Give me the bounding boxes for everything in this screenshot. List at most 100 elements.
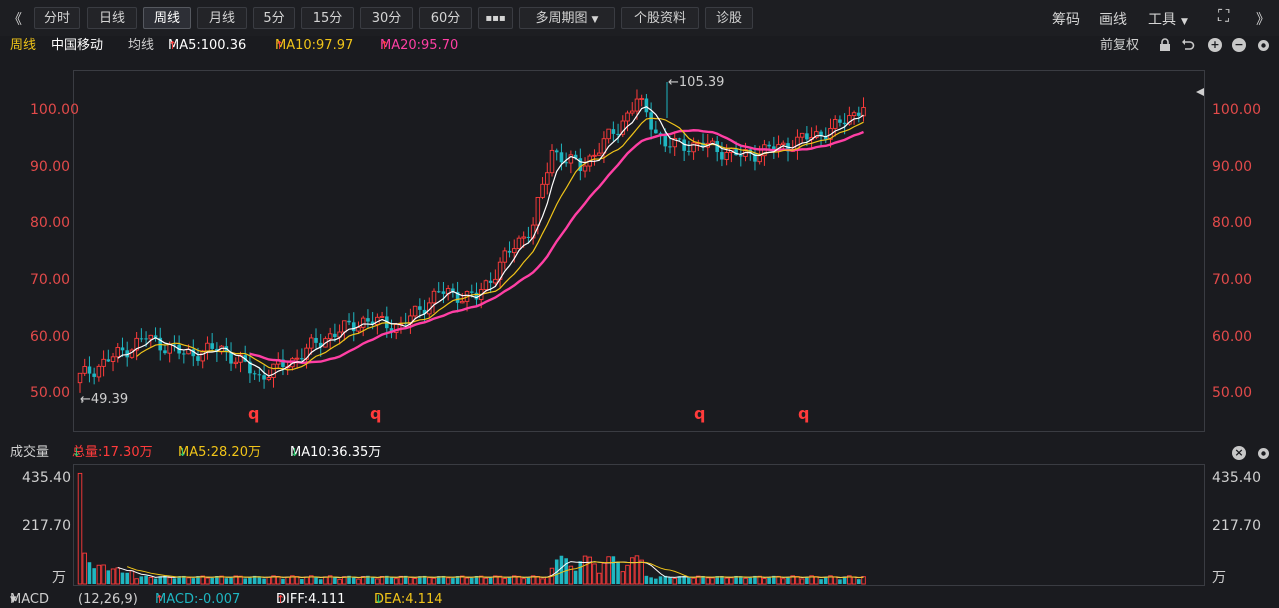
collapse-icon[interactable]: 《: [8, 12, 22, 28]
diagnosis-button[interactable]: 诊股: [705, 7, 753, 29]
candle-body: [832, 119, 838, 129]
candle-body: [233, 361, 239, 365]
price-axis-left-label: 80.00: [30, 215, 71, 231]
candle-body: [672, 138, 677, 148]
candle-body: [238, 354, 243, 363]
volume-bar: [530, 575, 536, 585]
candle-body: [814, 131, 819, 138]
candle-body: [120, 347, 125, 351]
candle-body: [304, 347, 309, 360]
q-marker[interactable]: q: [248, 404, 260, 423]
tab-15min[interactable]: 15分: [301, 7, 354, 29]
tab-weekly[interactable]: 周线: [143, 7, 191, 29]
volume-bar: [436, 576, 441, 584]
q-marker[interactable]: q: [798, 404, 810, 423]
candle-body: [469, 291, 474, 293]
ma-label[interactable]: 均线: [128, 38, 155, 53]
arrow-up-icon: ↑: [380, 39, 390, 52]
settings-icon[interactable]: [1256, 446, 1271, 461]
tab-30min[interactable]: 30分: [360, 7, 413, 29]
tab-daily[interactable]: 日线: [87, 7, 137, 29]
volume-bar: [379, 576, 385, 585]
candle-body: [767, 144, 771, 147]
candle-body: [77, 372, 83, 384]
volume-bar: [634, 555, 640, 585]
volume-bar: [191, 578, 196, 584]
stock-info-button[interactable]: 个股资料: [621, 7, 699, 29]
zoom-out-icon[interactable]: −: [1232, 38, 1246, 52]
candle-body: [333, 333, 337, 337]
volume-bar: [233, 575, 239, 585]
volume-bar: [101, 564, 106, 585]
volume-bar: [705, 577, 711, 585]
candle-body: [857, 112, 861, 116]
volume-bar: [87, 562, 92, 584]
volume-bar: [210, 577, 214, 584]
volume-bar: [540, 578, 545, 585]
candle-body: [167, 344, 172, 354]
volume-axis-label: 435.40: [1212, 470, 1261, 486]
more-button[interactable]: ▪▪▪: [478, 7, 513, 29]
volume-bar: [474, 575, 479, 584]
arrow-down-icon: ↓: [72, 446, 82, 459]
price-axis-right-label: 60.00: [1212, 329, 1253, 345]
candle-body: [294, 357, 300, 360]
multi-period-dropdown[interactable]: 多周期图 ▼: [519, 7, 615, 29]
tab-fenshi[interactable]: 分时: [34, 7, 80, 29]
volume-bar: [582, 555, 588, 585]
fullscreen-icon[interactable]: ⛶: [1218, 6, 1230, 25]
volume-bar: [403, 575, 408, 584]
candle-body: [799, 132, 805, 138]
candle-body: [578, 158, 583, 171]
volume-bar: [445, 577, 451, 585]
candle-body: [677, 138, 682, 140]
volume-bar: [786, 577, 790, 584]
volume-bar: [772, 575, 776, 584]
lock-icon[interactable]: [1158, 38, 1172, 52]
restore-mode[interactable]: 前复权: [1100, 38, 1140, 53]
volume-bar: [748, 577, 753, 584]
candle-body: [436, 291, 441, 293]
arrow-up-icon: ↑: [275, 39, 285, 52]
draw-line-button[interactable]: 画线: [1099, 12, 1127, 28]
volume-bar: [521, 578, 526, 585]
volume-chart-panel[interactable]: [73, 464, 1205, 586]
volume-bar: [687, 577, 691, 584]
volume-bar: [587, 556, 593, 585]
settings-icon[interactable]: [1256, 38, 1271, 53]
close-icon[interactable]: ×: [1232, 446, 1246, 460]
tab-5min[interactable]: 5分: [253, 7, 295, 29]
candle-body: [96, 365, 102, 378]
volume-bar: [819, 579, 823, 584]
volume-bar: [710, 577, 715, 585]
candle-body: [502, 250, 508, 263]
tools-label: 工具: [1148, 12, 1176, 28]
toolbar: 《 分时 日线 周线 月线 5分 15分 30分 60分 ▪▪▪ 多周期图 ▼ 个…: [0, 0, 1279, 36]
tab-60min[interactable]: 60分: [419, 7, 472, 29]
volume-ma10-line: [127, 561, 864, 578]
undo-icon[interactable]: [1181, 38, 1195, 52]
chips-button[interactable]: 筹码: [1052, 12, 1080, 28]
price-chart-panel[interactable]: [73, 70, 1205, 432]
volume-label[interactable]: 成交量: [10, 445, 50, 460]
q-marker[interactable]: q: [694, 404, 706, 423]
candle-body: [163, 350, 167, 354]
volume-bar: [677, 576, 682, 584]
candle-body: [451, 288, 455, 292]
zoom-in-icon[interactable]: +: [1208, 38, 1222, 52]
volume-bar: [158, 576, 163, 584]
candle-body: [611, 129, 616, 134]
volume-bar: [469, 577, 474, 584]
expand-icon[interactable]: 》: [1256, 12, 1270, 28]
volume-bar: [427, 577, 432, 585]
volume-bar: [393, 578, 399, 585]
macd-label[interactable]: MACD ▾: [10, 592, 49, 607]
tools-dropdown[interactable]: 工具 ▼: [1148, 9, 1188, 29]
volume-bar: [139, 576, 144, 584]
candle-body: [153, 335, 158, 338]
candle-body: [144, 338, 148, 340]
chevron-down-icon: ▼: [1181, 17, 1188, 27]
q-marker[interactable]: q: [370, 404, 382, 423]
tab-monthly[interactable]: 月线: [197, 7, 247, 29]
volume-bar: [196, 576, 200, 584]
